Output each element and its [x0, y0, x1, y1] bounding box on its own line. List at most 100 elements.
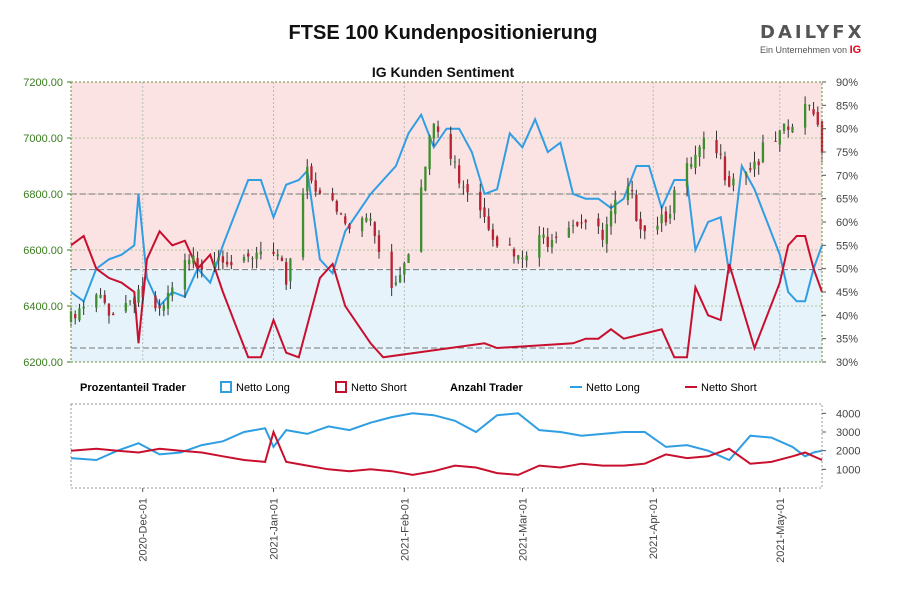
candle-bear	[635, 194, 638, 221]
candle-bear	[200, 264, 203, 270]
candle-bull	[217, 258, 220, 261]
candle-bear	[247, 253, 250, 257]
candle-bear	[230, 262, 233, 266]
candle-bull	[171, 287, 174, 296]
candle-bear	[757, 161, 760, 166]
candle-bear	[196, 258, 199, 269]
candle-bear	[348, 224, 351, 229]
price-tick-label: 6400.00	[23, 301, 63, 313]
pct-tick-label: 45%	[836, 287, 858, 299]
candle-bull	[673, 189, 676, 214]
candle-bear	[141, 286, 144, 298]
candle-bull	[685, 163, 689, 188]
candle-bear	[584, 220, 587, 223]
pct-tick-label: 85%	[836, 100, 858, 112]
candle-bear	[723, 156, 727, 181]
candle-bull	[394, 282, 398, 285]
candle-bull	[778, 130, 781, 145]
candle-bear	[314, 180, 317, 192]
count-frame	[70, 403, 823, 489]
candle-bear	[331, 192, 334, 201]
candle-bull	[95, 294, 98, 308]
candle-bull	[432, 123, 436, 139]
candle-bull	[251, 258, 254, 260]
candle-bull	[808, 105, 811, 107]
candle-bull	[609, 211, 613, 227]
count-tick-label: 2000	[836, 446, 860, 458]
x-tick-label: 2021-Mar-01	[517, 498, 529, 561]
candle-bear	[74, 314, 77, 319]
candle-bear	[457, 165, 461, 184]
candle-bull	[803, 104, 807, 128]
candle-bull	[698, 146, 701, 157]
candle-bull	[183, 260, 187, 290]
count-tick-label: 3000	[836, 427, 860, 439]
candle-bull	[656, 225, 659, 230]
candle-bear	[483, 207, 486, 218]
legend-pct-long-label: Netto Long	[236, 382, 290, 394]
candle-bull	[690, 163, 693, 168]
candle-bear	[812, 109, 815, 115]
candle-bear	[221, 256, 225, 263]
pct-tick-label: 35%	[836, 334, 858, 346]
price-tick-label: 7000.00	[23, 133, 63, 145]
main-frame	[70, 81, 823, 363]
x-tick-label: 2021-Feb-01	[399, 498, 411, 561]
candle-bull	[242, 257, 246, 262]
logo-subtext: Ein Unternehmen von IG	[760, 44, 870, 56]
candle-bear	[133, 297, 136, 305]
candle-bull	[407, 254, 410, 263]
count-tick-label: 1000	[836, 464, 860, 476]
candle-bull	[128, 300, 132, 302]
pct-tick-label: 60%	[836, 217, 858, 229]
pct-tick-label: 55%	[836, 240, 858, 252]
candle-bull	[82, 306, 85, 309]
candle-bear	[112, 313, 115, 316]
candle-bear	[664, 211, 668, 223]
candle-bear	[318, 190, 322, 194]
candle-bear	[344, 216, 347, 224]
candle-bull	[78, 308, 81, 321]
candle-bull	[782, 123, 786, 131]
candle-bull	[398, 274, 402, 283]
candle-bear	[310, 166, 313, 181]
candle-bull	[567, 227, 571, 238]
candle-bear	[495, 236, 499, 247]
ig-logo: IG	[849, 44, 862, 56]
candle-bull	[289, 258, 292, 282]
legend: Prozentanteil Trader Netto Long Netto Sh…	[80, 381, 757, 394]
candle-bull	[403, 263, 406, 275]
candle-bull	[365, 217, 368, 222]
candle-bull	[213, 261, 216, 267]
candle-bull	[462, 186, 465, 188]
candle-bull	[124, 302, 128, 312]
pct-tick-label: 70%	[836, 170, 858, 182]
candle-bear	[601, 229, 604, 240]
logo-sub-label: Ein Unternehmen von	[760, 45, 848, 55]
pct-long-line	[70, 112, 823, 308]
candle-bear	[715, 140, 718, 154]
pct-tick-label: 90%	[836, 77, 858, 89]
legend-pct-label: Prozentanteil Trader	[80, 382, 186, 394]
legend-pct-short-swatch	[335, 381, 347, 393]
candle-bull	[162, 305, 165, 311]
count-short-line	[70, 428, 823, 476]
candle-bear	[272, 251, 275, 254]
main-panel	[69, 81, 824, 363]
candle-bear	[377, 235, 381, 252]
candle-bull	[660, 214, 663, 224]
x-axis: 2020-Dec-01 2021-Jan-01 2021-Feb-01 2021-Ma…	[138, 488, 787, 563]
candle-bull	[306, 166, 309, 192]
candle-bull	[424, 166, 427, 191]
candle-bear	[787, 126, 790, 130]
candle-bear	[103, 294, 106, 303]
logo-text: DAILYFX	[760, 22, 865, 43]
candle-bull	[791, 126, 794, 133]
pct-tick-label: 80%	[836, 124, 858, 136]
candle-bear	[512, 249, 516, 257]
legend-pct-short-label: Netto Short	[351, 382, 407, 394]
price-tick-label: 6800.00	[23, 189, 63, 201]
candle-bull	[420, 187, 423, 252]
candle-bear	[546, 236, 549, 247]
